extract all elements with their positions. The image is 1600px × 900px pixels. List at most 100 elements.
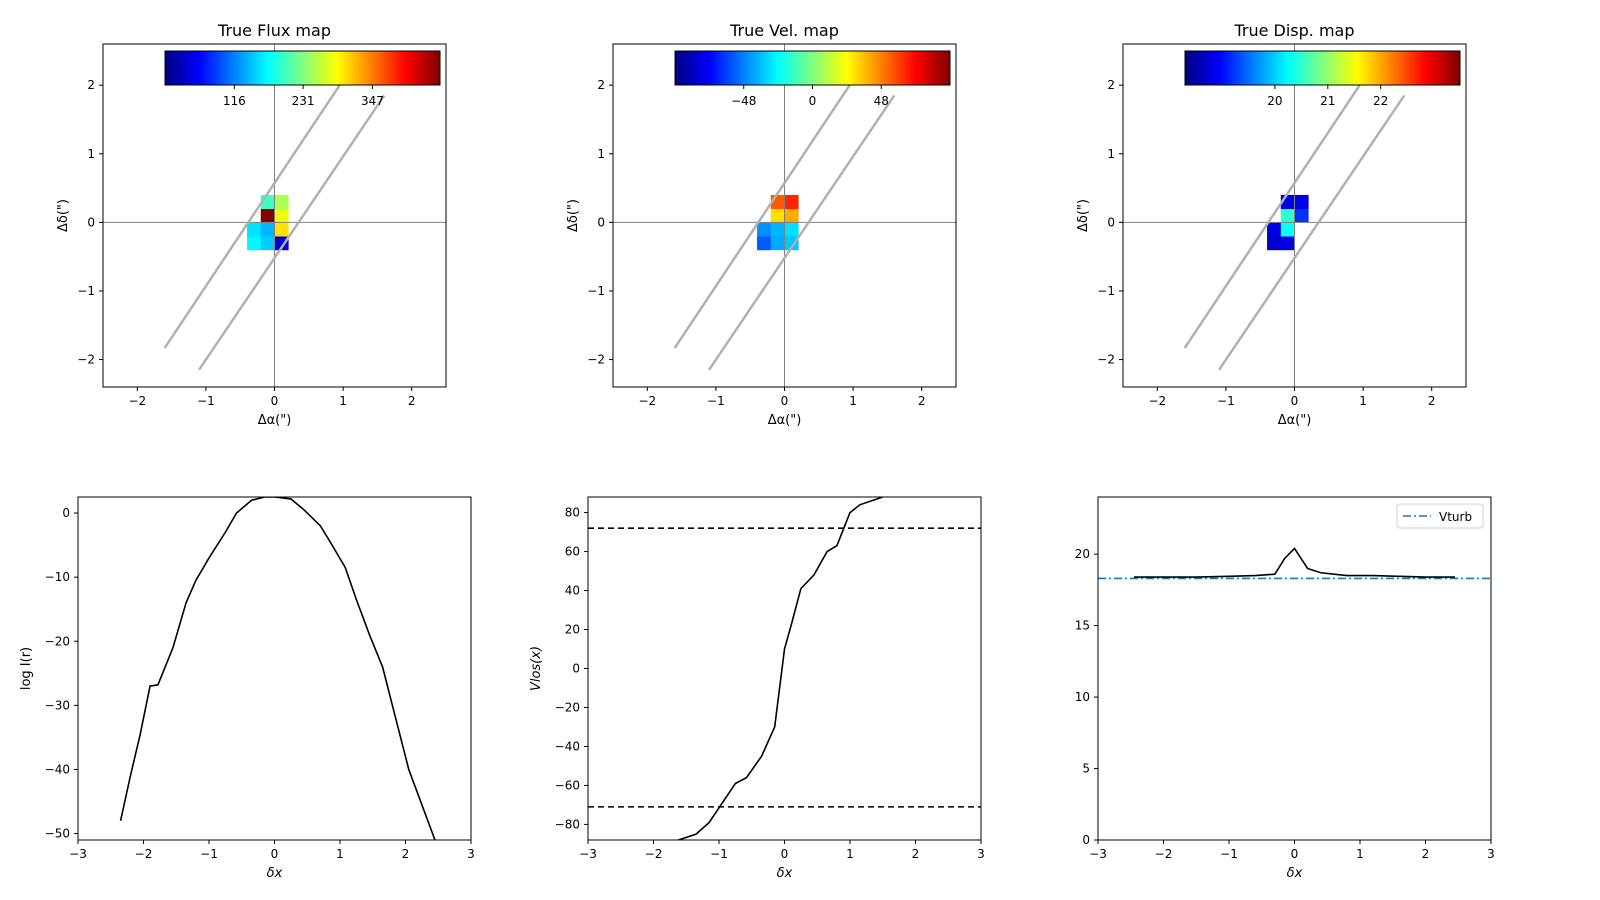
colorbar-tick-label: 0 <box>809 94 817 108</box>
y-tick-label: 15 <box>1075 619 1090 633</box>
map-pixel <box>1267 236 1282 251</box>
colorbar-tick-label: 347 <box>361 94 384 108</box>
y-tick-label: 1 <box>87 147 95 161</box>
x-tick-label: 2 <box>918 394 926 408</box>
map-panel-2: −48 0 48 −2 −1 0 1 2 −2 −1 0 1 2 Δα(") Δδ(") True Vel. … <box>566 21 957 428</box>
y-tick-label: 60 <box>565 545 580 559</box>
y-tick-label: −10 <box>45 570 70 584</box>
colorbar-tick-label: −48 <box>731 94 756 108</box>
x-tick-label: −2 <box>1148 394 1166 408</box>
map-panel-3: 20 21 22 −2 −1 0 1 2 −2 −1 0 1 2 Δα(") Δδ(") True Disp.… <box>1076 21 1467 428</box>
y-tick-label: −20 <box>45 634 70 648</box>
x-axis-label: Δα(") <box>1278 413 1312 428</box>
x-tick-label: 3 <box>467 847 475 861</box>
y-axis-label: log I(r) <box>19 647 34 690</box>
profile-panel-2: −3 −2 −1 0 1 2 3 −80 −60 −40 −20 0 20 40 60 80 δx Vlos(x) <box>529 496 985 881</box>
map-pixel <box>260 236 275 251</box>
y-tick-label: −20 <box>555 700 580 714</box>
x-tick-label: −2 <box>1155 847 1173 861</box>
x-tick-label: 3 <box>1487 847 1495 861</box>
x-tick-label: 0 <box>781 394 789 408</box>
y-tick-label: 10 <box>1075 690 1090 704</box>
x-tick-label: 1 <box>849 394 857 408</box>
map-pixel <box>1267 222 1282 237</box>
plot-frame <box>1097 496 1492 841</box>
x-tick-label: −1 <box>707 394 725 408</box>
map-pixel <box>1294 194 1309 210</box>
map-pixel <box>274 208 289 223</box>
y-tick-label: 5 <box>1082 762 1090 776</box>
y-tick-label: 0 <box>62 506 70 520</box>
y-tick-label: −30 <box>45 698 70 712</box>
y-axis-label: Vlos(x) <box>529 646 544 691</box>
map-pixel <box>784 222 799 237</box>
x-tick-label: 0 <box>271 394 279 408</box>
slit-line <box>1218 94 1406 371</box>
x-tick-label: 1 <box>846 847 854 861</box>
map-pixel <box>770 222 785 237</box>
series-line <box>1134 547 1455 578</box>
panel-title: True Flux map <box>217 21 331 40</box>
y-tick-label: 20 <box>565 623 580 637</box>
colorbar <box>164 50 441 86</box>
colorbar-tick-label: 231 <box>292 94 315 108</box>
x-tick-label: −1 <box>1217 394 1235 408</box>
x-axis-label: δx <box>1287 866 1303 881</box>
map-pixel <box>1280 208 1295 223</box>
plot-area <box>588 497 981 840</box>
y-tick-label: −40 <box>45 762 70 776</box>
x-axis-label: δx <box>267 866 283 881</box>
x-tick-label: −1 <box>1220 847 1238 861</box>
x-tick-label: 0 <box>1291 847 1299 861</box>
y-tick-label: 2 <box>1107 78 1115 92</box>
y-tick-label: −60 <box>555 778 580 792</box>
map-pixel <box>757 222 772 237</box>
x-tick-label: 0 <box>781 847 789 861</box>
x-tick-label: −2 <box>128 394 146 408</box>
map-pixel <box>260 208 275 223</box>
y-tick-label: −2 <box>587 353 605 367</box>
x-tick-label: 2 <box>1422 847 1430 861</box>
map-pixel <box>1294 208 1309 223</box>
y-tick-label: −2 <box>77 353 95 367</box>
x-tick-label: −1 <box>200 847 218 861</box>
y-tick-label: 2 <box>87 78 95 92</box>
map-pixel <box>770 208 785 223</box>
panel-title: True Disp. map <box>1233 21 1354 40</box>
y-tick-label: 1 <box>1107 147 1115 161</box>
x-tick-label: 1 <box>339 394 347 408</box>
y-tick-label: −40 <box>555 739 580 753</box>
x-axis-label: Δα(") <box>258 413 292 428</box>
x-tick-label: 2 <box>1428 394 1436 408</box>
colorbar-tick-label: 48 <box>874 94 889 108</box>
slit-line <box>673 84 851 349</box>
y-tick-label: 0 <box>87 215 95 229</box>
panel-title: True Vel. map <box>729 21 839 40</box>
x-tick-label: −2 <box>638 394 656 408</box>
x-tick-label: −2 <box>135 847 153 861</box>
x-tick-label: 2 <box>408 394 416 408</box>
y-tick-label: 0 <box>1082 833 1090 847</box>
x-tick-label: −3 <box>1089 847 1107 861</box>
y-tick-label: 0 <box>597 215 605 229</box>
y-tick-label: −1 <box>587 284 605 298</box>
profile-panel-3: −3 −2 −1 0 1 2 3 0 5 10 15 20 δx Vturb <box>1075 496 1495 881</box>
x-tick-label: 2 <box>912 847 920 861</box>
map-panel-1: 116 231 347 −2 −1 0 1 2 −2 −1 0 1 2 Δα(") Δδ(") True Fl… <box>56 21 447 428</box>
slit-line <box>163 84 341 349</box>
series-line <box>119 497 436 840</box>
y-tick-label: 0 <box>572 662 580 676</box>
plot-frame <box>102 43 447 388</box>
map-pixel <box>784 236 799 251</box>
plot-frame <box>612 43 957 388</box>
plot-frame <box>77 496 472 841</box>
slit-line <box>708 94 896 371</box>
y-tick-label: −50 <box>45 827 70 841</box>
x-axis-label: δx <box>777 866 793 881</box>
x-tick-label: 0 <box>1291 394 1299 408</box>
y-tick-label: −2 <box>1097 353 1115 367</box>
map-pixel <box>260 222 275 237</box>
plot-area <box>613 44 956 387</box>
